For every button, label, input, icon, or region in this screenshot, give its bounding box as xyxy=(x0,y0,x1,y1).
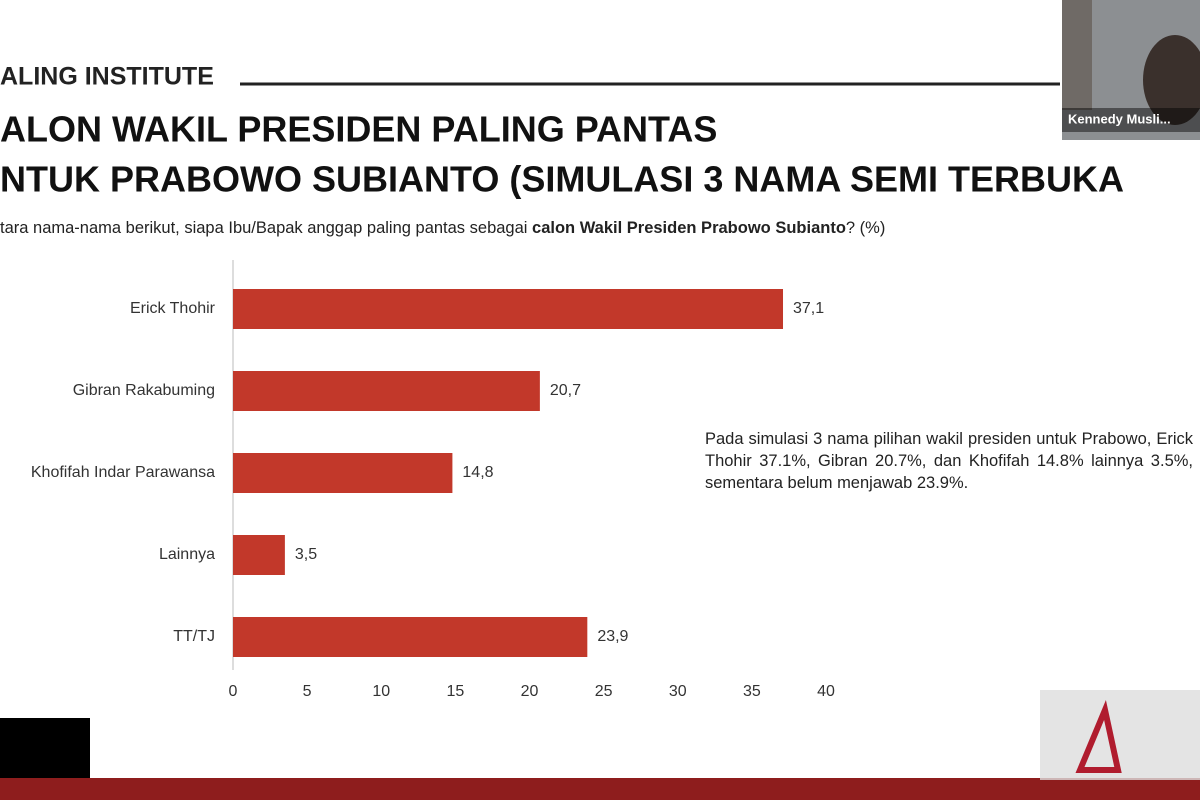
subtitle-emphasis: calon Wakil Presiden Prabowo Subianto xyxy=(532,219,846,237)
title-line2: NTUK PRABOWO SUBIANTO (SIMULASI 3 NAMA S… xyxy=(0,159,1124,200)
video-label-bg xyxy=(1062,108,1200,132)
x-tick-label: 40 xyxy=(817,683,835,700)
x-tick-label: 20 xyxy=(521,683,539,700)
value-label: 3,5 xyxy=(295,546,317,563)
corner-block xyxy=(0,718,90,778)
x-tick-label: 5 xyxy=(303,683,312,700)
x-tick-label: 10 xyxy=(372,683,390,700)
bar xyxy=(233,289,784,329)
video-person xyxy=(1143,35,1200,125)
logo-mark xyxy=(1075,700,1122,773)
y-tick-label: Erick Thohir xyxy=(130,300,216,317)
subtitle: tara nama-nama berikut, siapa Ibu/Bapak … xyxy=(0,219,885,237)
bar xyxy=(233,535,285,575)
video-background xyxy=(1062,0,1092,110)
footer-band xyxy=(0,778,1200,800)
brand: ALING INSTITUTE xyxy=(0,63,214,91)
y-tick-label: Khofifah Indar Parawansa xyxy=(31,464,215,481)
bar xyxy=(233,617,588,657)
x-tick-label: 30 xyxy=(669,683,687,700)
video-label: Kennedy Musli... xyxy=(1068,111,1171,126)
y-tick-label: Gibran Rakabuming xyxy=(73,382,215,399)
bar xyxy=(233,371,540,411)
bar xyxy=(233,453,453,493)
x-tick-label: 25 xyxy=(595,683,613,700)
subtitle-text: ? (%) xyxy=(846,219,885,237)
annotation: Pada simulasi 3 nama pilihan wakil presi… xyxy=(705,430,1193,492)
value-label: 37,1 xyxy=(793,300,824,317)
value-label: 14,8 xyxy=(462,464,493,481)
value-label: 23,9 xyxy=(597,628,628,645)
subtitle-text: tara nama-nama berikut, siapa Ibu/Bapak … xyxy=(0,219,532,237)
x-tick-label: 35 xyxy=(743,683,761,700)
x-tick-label: 15 xyxy=(446,683,464,700)
y-tick-label: TT/TJ xyxy=(173,628,215,645)
title-line1: ALON WAKIL PRESIDEN PALING PANTAS xyxy=(0,109,717,150)
y-tick-label: Lainnya xyxy=(159,546,215,563)
x-tick-label: 0 xyxy=(229,683,238,700)
value-label: 20,7 xyxy=(550,382,581,399)
logo-box xyxy=(1040,690,1200,780)
